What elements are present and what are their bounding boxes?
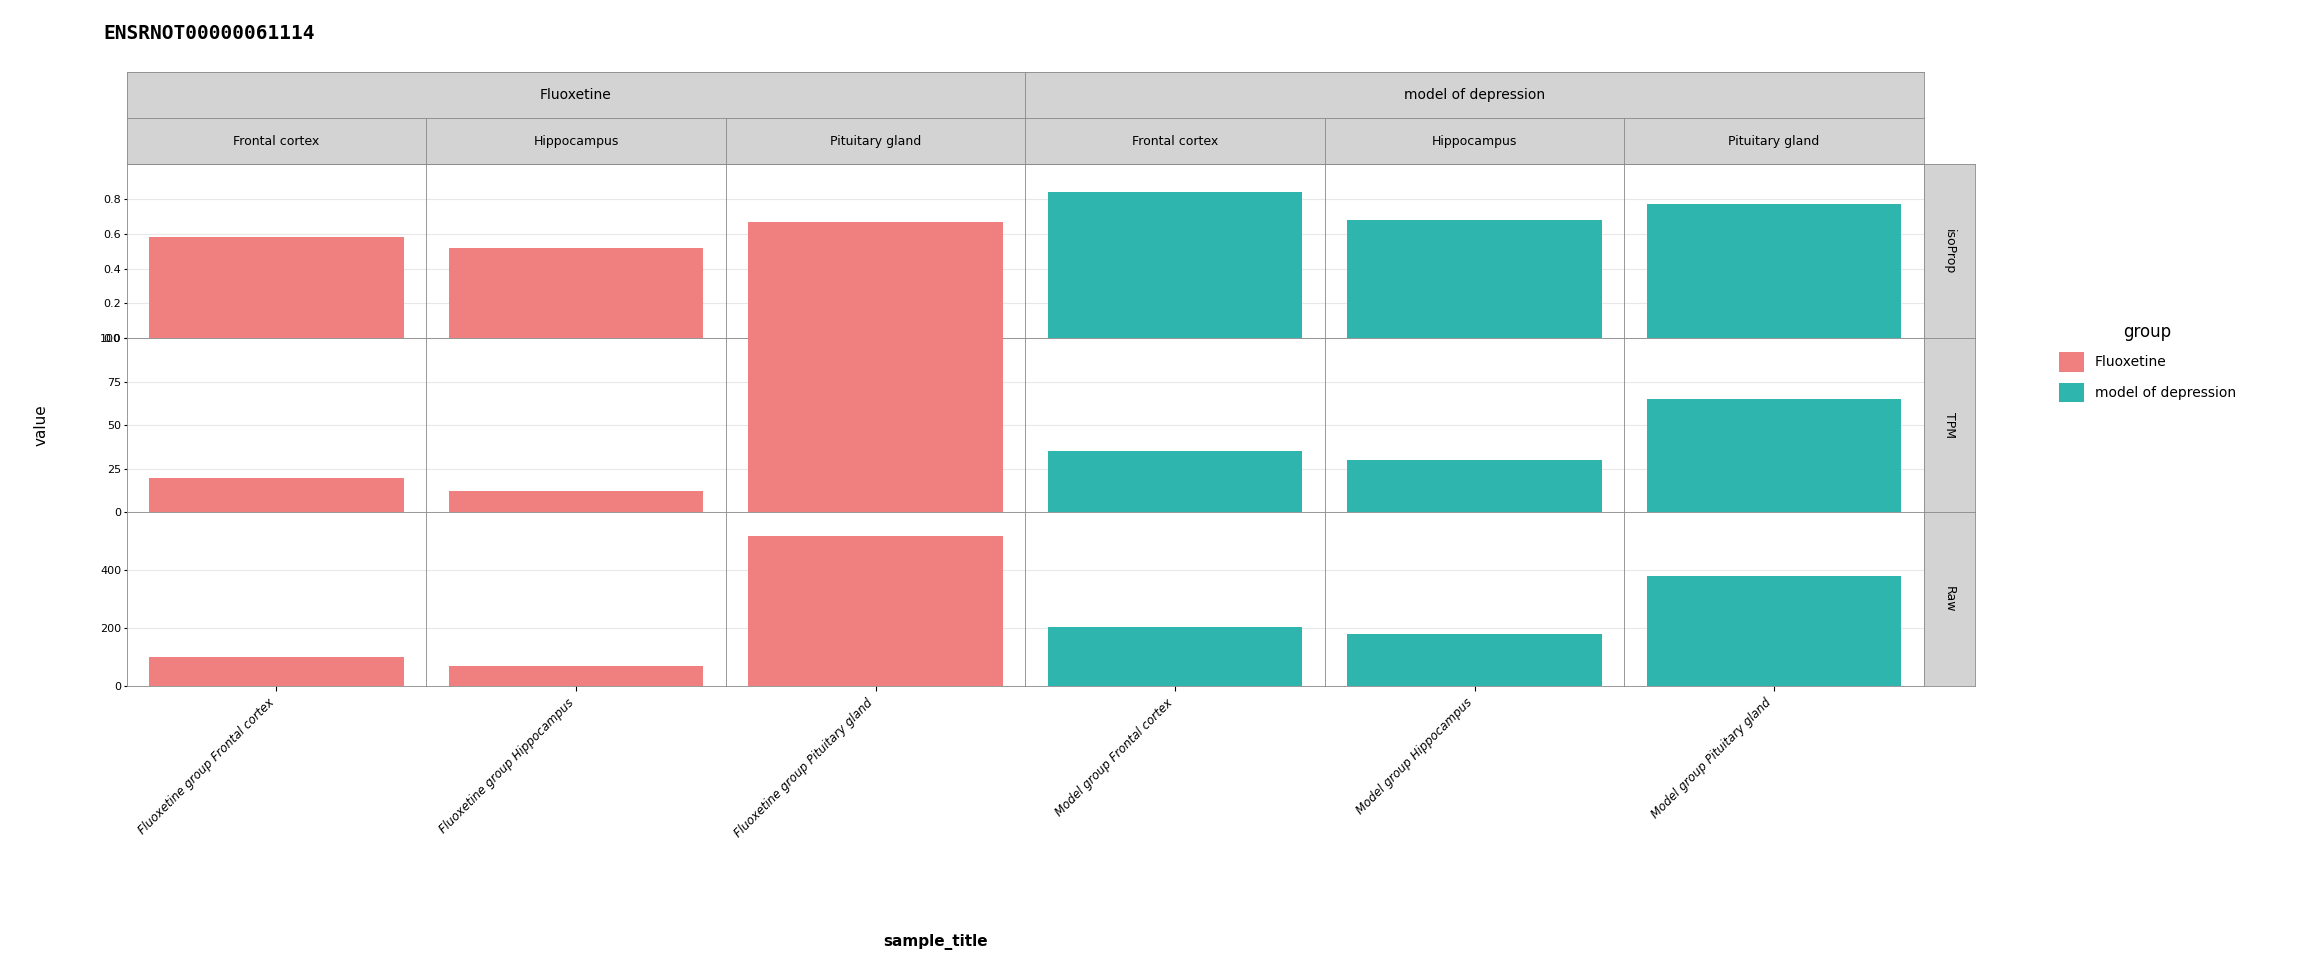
Bar — [150, 477, 403, 513]
Text: ENSRNOT00000061114: ENSRNOT00000061114 — [104, 24, 316, 43]
Text: Pituitary gland: Pituitary gland — [1728, 134, 1820, 148]
Bar — [150, 237, 403, 338]
Bar — [1647, 576, 1901, 686]
Text: Raw: Raw — [1942, 587, 1956, 612]
Text: Frontal cortex: Frontal cortex — [1131, 134, 1219, 148]
Bar — [1348, 635, 1601, 686]
Text: Hippocampus: Hippocampus — [1431, 134, 1518, 148]
Text: TPM: TPM — [1942, 412, 1956, 439]
Bar — [1048, 627, 1302, 686]
Text: value: value — [35, 404, 48, 446]
Bar — [1348, 220, 1601, 338]
Bar — [749, 222, 1002, 338]
Bar — [1647, 204, 1901, 338]
Bar — [449, 248, 703, 338]
Text: model of depression: model of depression — [1403, 88, 1546, 102]
Bar — [749, 536, 1002, 686]
Bar — [1048, 451, 1302, 513]
Legend: Fluoxetine, model of depression: Fluoxetine, model of depression — [2060, 323, 2235, 402]
Bar — [1647, 399, 1901, 513]
Bar — [449, 666, 703, 686]
Text: Fluoxetine: Fluoxetine — [539, 88, 613, 102]
Text: sample_title: sample_title — [882, 934, 988, 950]
Bar — [449, 492, 703, 513]
Bar — [150, 658, 403, 686]
Text: Pituitary gland: Pituitary gland — [829, 134, 922, 148]
Bar — [1348, 460, 1601, 513]
Text: isoProp: isoProp — [1942, 228, 1956, 274]
Bar — [749, 338, 1002, 513]
Text: Hippocampus: Hippocampus — [532, 134, 620, 148]
Bar — [1048, 192, 1302, 338]
Text: Frontal cortex: Frontal cortex — [233, 134, 320, 148]
